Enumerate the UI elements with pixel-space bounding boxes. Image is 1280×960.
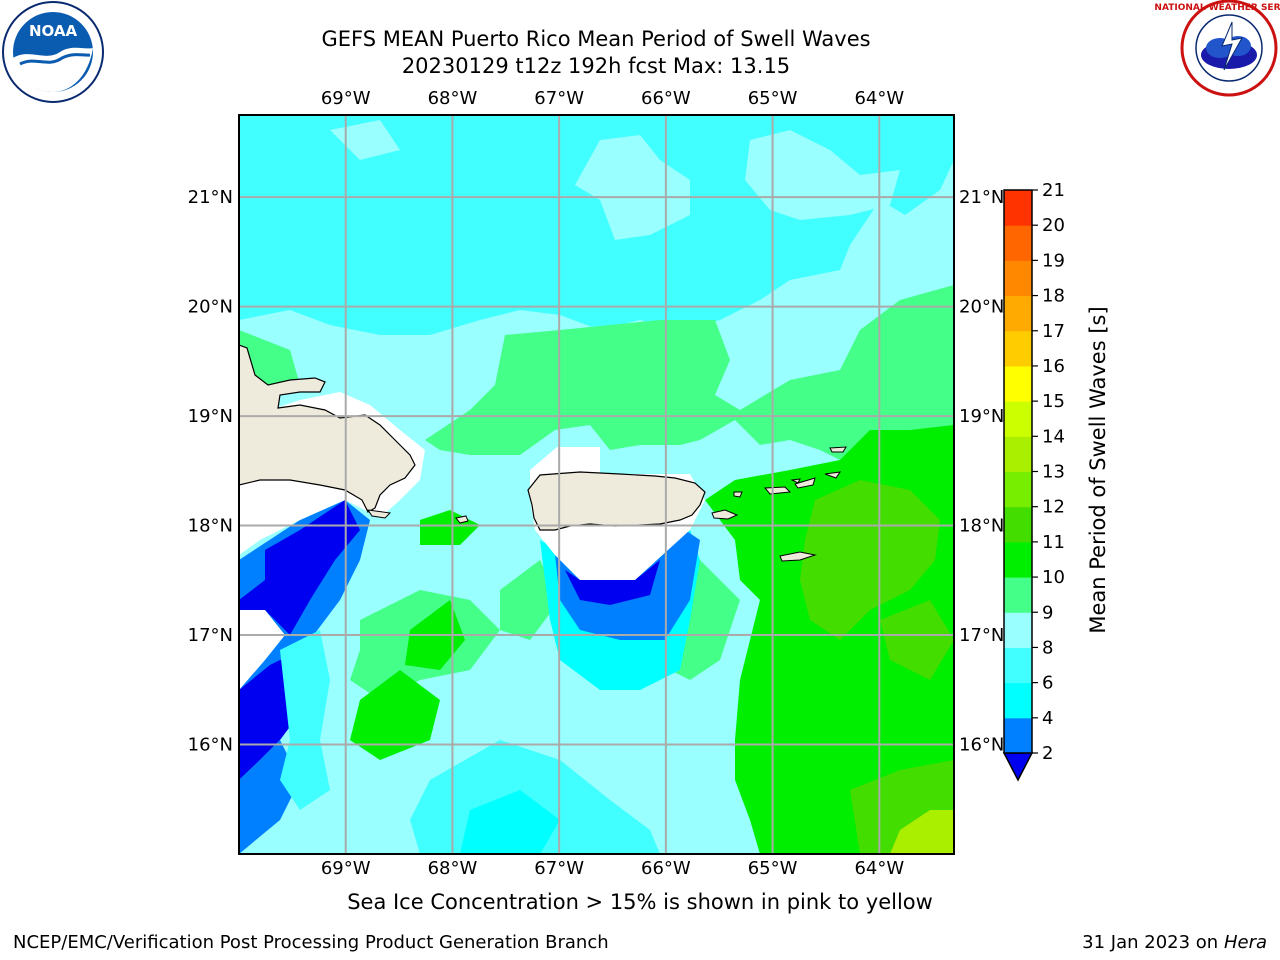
lat-tick-label-right: 19°N [959, 406, 1004, 427]
map-frame [238, 114, 955, 855]
lat-tick-label-right: 18°N [959, 516, 1004, 537]
lon-tick-label-top: 67°W [534, 88, 584, 109]
colorbar-tick-label: 15 [1042, 391, 1065, 412]
colorbar-tick-label: 9 [1042, 602, 1053, 623]
colorbar-tick-label: 18 [1042, 286, 1065, 307]
colorbar-label: Mean Period of Swell Waves [s] [1086, 306, 1110, 634]
colorbar-segment [1004, 541, 1032, 578]
colorbar-tick-label: 21 [1042, 180, 1065, 201]
lon-tick-label-bottom: 67°W [534, 858, 584, 879]
lat-tick-label-right: 16°N [959, 735, 1004, 756]
map-subtitle: 20230129 t12z 192h fcst Max: 13.15 [401, 54, 791, 78]
lat-tick-label-left: 18°N [188, 516, 233, 537]
colorbar-segment [1004, 401, 1032, 437]
colorbar-segment [1004, 190, 1032, 226]
lon-tick-label-top: 66°W [641, 88, 691, 109]
footer-date: 31 Jan 2023 on [1082, 932, 1224, 953]
colorbar-tick-label: 16 [1042, 356, 1065, 377]
colorbar-tick-label: 19 [1042, 250, 1065, 271]
nws-logo-text: NATIONAL WEATHER SERVICE [1154, 3, 1280, 13]
lon-tick-label-top: 65°W [748, 88, 798, 109]
colorbar: 2 4 6 8 9 10 11 12 13 14 15 16 17 18 19 20 21 [1002, 180, 1065, 782]
sea-ice-note: Sea Ice Concentration > 15% is shown in … [347, 890, 933, 914]
colorbar-segment [1004, 225, 1032, 261]
lat-tick-label-left: 16°N [188, 735, 233, 756]
map-tick-labels: 69°W 69°W 68°W 68°W 67°W 67°W 66°W 66°W 65°W 65°W… [188, 88, 1005, 879]
colorbar-segment [1004, 647, 1032, 684]
colorbar-tick-label: 14 [1042, 426, 1065, 447]
colorbar-segment [1004, 682, 1032, 719]
colorbar-segment [1004, 330, 1032, 367]
lat-tick-label-left: 17°N [188, 625, 233, 646]
map-title: GEFS MEAN Puerto Rico Mean Period of Swe… [321, 27, 871, 51]
lon-tick-label-top: 68°W [428, 88, 478, 109]
map-gridlines [239, 115, 954, 854]
colorbar-segment [1004, 436, 1032, 472]
lon-tick-label-bottom: 64°W [854, 858, 904, 879]
colorbar-tick-label: 6 [1042, 673, 1053, 694]
colorbar-tick-label: 12 [1042, 497, 1065, 518]
noaa-logo-text: NOAA [29, 22, 78, 40]
lat-tick-label-left: 21°N [188, 187, 233, 208]
colorbar-tick-label: 4 [1042, 708, 1053, 729]
lat-tick-label-left: 20°N [188, 297, 233, 318]
lat-tick-label-left: 19°N [188, 406, 233, 427]
lat-tick-label-right: 20°N [959, 297, 1004, 318]
noaa-logo: NOAA [2, 1, 104, 103]
colorbar-tick-label: 11 [1042, 532, 1065, 553]
nws-logo: NATIONAL WEATHER SERVICE [1154, 0, 1280, 97]
colorbar-segment [1004, 295, 1032, 332]
lat-tick-label-right: 21°N [959, 187, 1004, 208]
colorbar-segment [1004, 612, 1032, 648]
lon-tick-label-bottom: 68°W [428, 858, 478, 879]
lon-tick-label-bottom: 69°W [321, 858, 371, 879]
colorbar-tick-label: 2 [1042, 743, 1053, 764]
footer-left: NCEP/EMC/Verification Post Processing Pr… [13, 932, 609, 953]
colorbar-segment [1004, 471, 1032, 508]
colorbar-extend-min [1002, 752, 1034, 782]
colorbar-segment [1004, 260, 1032, 297]
lon-tick-label-bottom: 66°W [641, 858, 691, 879]
colorbar-tick-label: 8 [1042, 637, 1053, 658]
colorbar-segment [1004, 506, 1032, 543]
colorbar-tick-label: 10 [1042, 567, 1065, 588]
colorbar-segment [1004, 717, 1032, 754]
colorbar-tick-label: 13 [1042, 462, 1065, 483]
colorbar-tick-label: 20 [1042, 215, 1065, 236]
swell-period-field [239, 115, 954, 854]
footer-host: Hera [1223, 932, 1267, 953]
lon-tick-label-top: 69°W [321, 88, 371, 109]
lon-tick-label-top: 64°W [854, 88, 904, 109]
lon-tick-label-bottom: 65°W [748, 858, 798, 879]
colorbar-segment [1004, 365, 1032, 402]
colorbar-segment [1004, 577, 1032, 613]
lat-tick-label-right: 17°N [959, 625, 1004, 646]
footer-right: 31 Jan 2023 on Hera [1082, 932, 1267, 953]
colorbar-tick-label: 17 [1042, 321, 1065, 342]
